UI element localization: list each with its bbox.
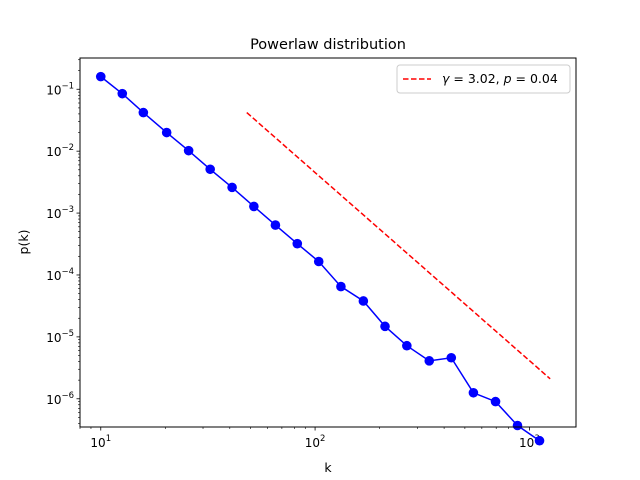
y-tick-exponent: −4 — [61, 267, 74, 277]
data-point — [227, 182, 237, 193]
data-point — [336, 281, 346, 292]
y-tick-base: 10 — [46, 269, 61, 283]
data-point — [512, 420, 523, 431]
plot-area — [80, 58, 576, 427]
legend-gamma-value: = 3.02, — [449, 71, 503, 86]
data-point — [95, 71, 106, 82]
data-point — [358, 296, 369, 306]
x-tick-base: 10 — [519, 436, 534, 450]
data-point — [424, 356, 435, 366]
series-layer — [95, 71, 551, 446]
y-tick-base: 10 — [46, 331, 61, 345]
legend: γ = 3.02, p = 0.04 — [396, 64, 571, 94]
y-tick-label: 10−1 — [46, 81, 74, 97]
y-tick-exponent: −2 — [61, 143, 74, 153]
data-point — [205, 164, 215, 175]
legend-p-symbol: p — [503, 71, 512, 86]
x-tick-exponent: 1 — [106, 434, 111, 444]
x-tick-base: 10 — [90, 436, 105, 450]
axes-frame — [79, 57, 577, 428]
y-tick-exponent: −3 — [61, 205, 74, 215]
y-tick-exponent: −5 — [61, 329, 74, 339]
y-tick-label: 10−3 — [46, 205, 74, 221]
y-tick-base: 10 — [46, 207, 61, 221]
data-point — [468, 387, 479, 398]
x-tick-label: 102 — [305, 434, 326, 450]
legend-gamma-symbol: γ — [442, 71, 450, 86]
data-point — [446, 352, 457, 363]
legend-box — [396, 64, 571, 94]
x-tick-base: 10 — [305, 436, 320, 450]
data-point — [402, 340, 412, 351]
x-tick-label: 101 — [90, 434, 111, 450]
y-tick-exponent: −1 — [61, 81, 74, 91]
data-point — [292, 238, 303, 249]
data-point — [183, 145, 194, 156]
data-point — [270, 220, 281, 230]
data-point — [117, 88, 128, 99]
y-tick-label: 10−6 — [46, 391, 74, 407]
axis-ticks: 10110210310−610−510−410−310−210−1 — [46, 59, 540, 450]
data-point — [249, 201, 259, 212]
legend-p-value: = 0.04 — [512, 71, 558, 86]
y-tick-base: 10 — [46, 393, 61, 407]
y-tick-label: 10−2 — [46, 143, 74, 159]
y-tick-label: 10−4 — [46, 267, 74, 283]
chart-title: Powerlaw distribution — [250, 37, 406, 53]
data-point — [161, 127, 172, 138]
x-tick-exponent: 2 — [320, 434, 325, 444]
data-point — [490, 396, 501, 407]
data-point — [313, 256, 324, 267]
y-tick-exponent: −6 — [61, 391, 74, 401]
y-axis-label: p(k) — [16, 230, 31, 255]
y-tick-base: 10 — [46, 83, 61, 97]
x-axis-label: k — [324, 460, 332, 475]
data-point — [380, 321, 390, 332]
data-point — [138, 107, 149, 118]
data-point — [534, 435, 545, 446]
fit-line — [246, 112, 551, 380]
y-tick-base: 10 — [46, 145, 61, 159]
legend-label: γ = 3.02, p = 0.04 — [442, 71, 558, 86]
y-tick-label: 10−5 — [46, 329, 74, 345]
